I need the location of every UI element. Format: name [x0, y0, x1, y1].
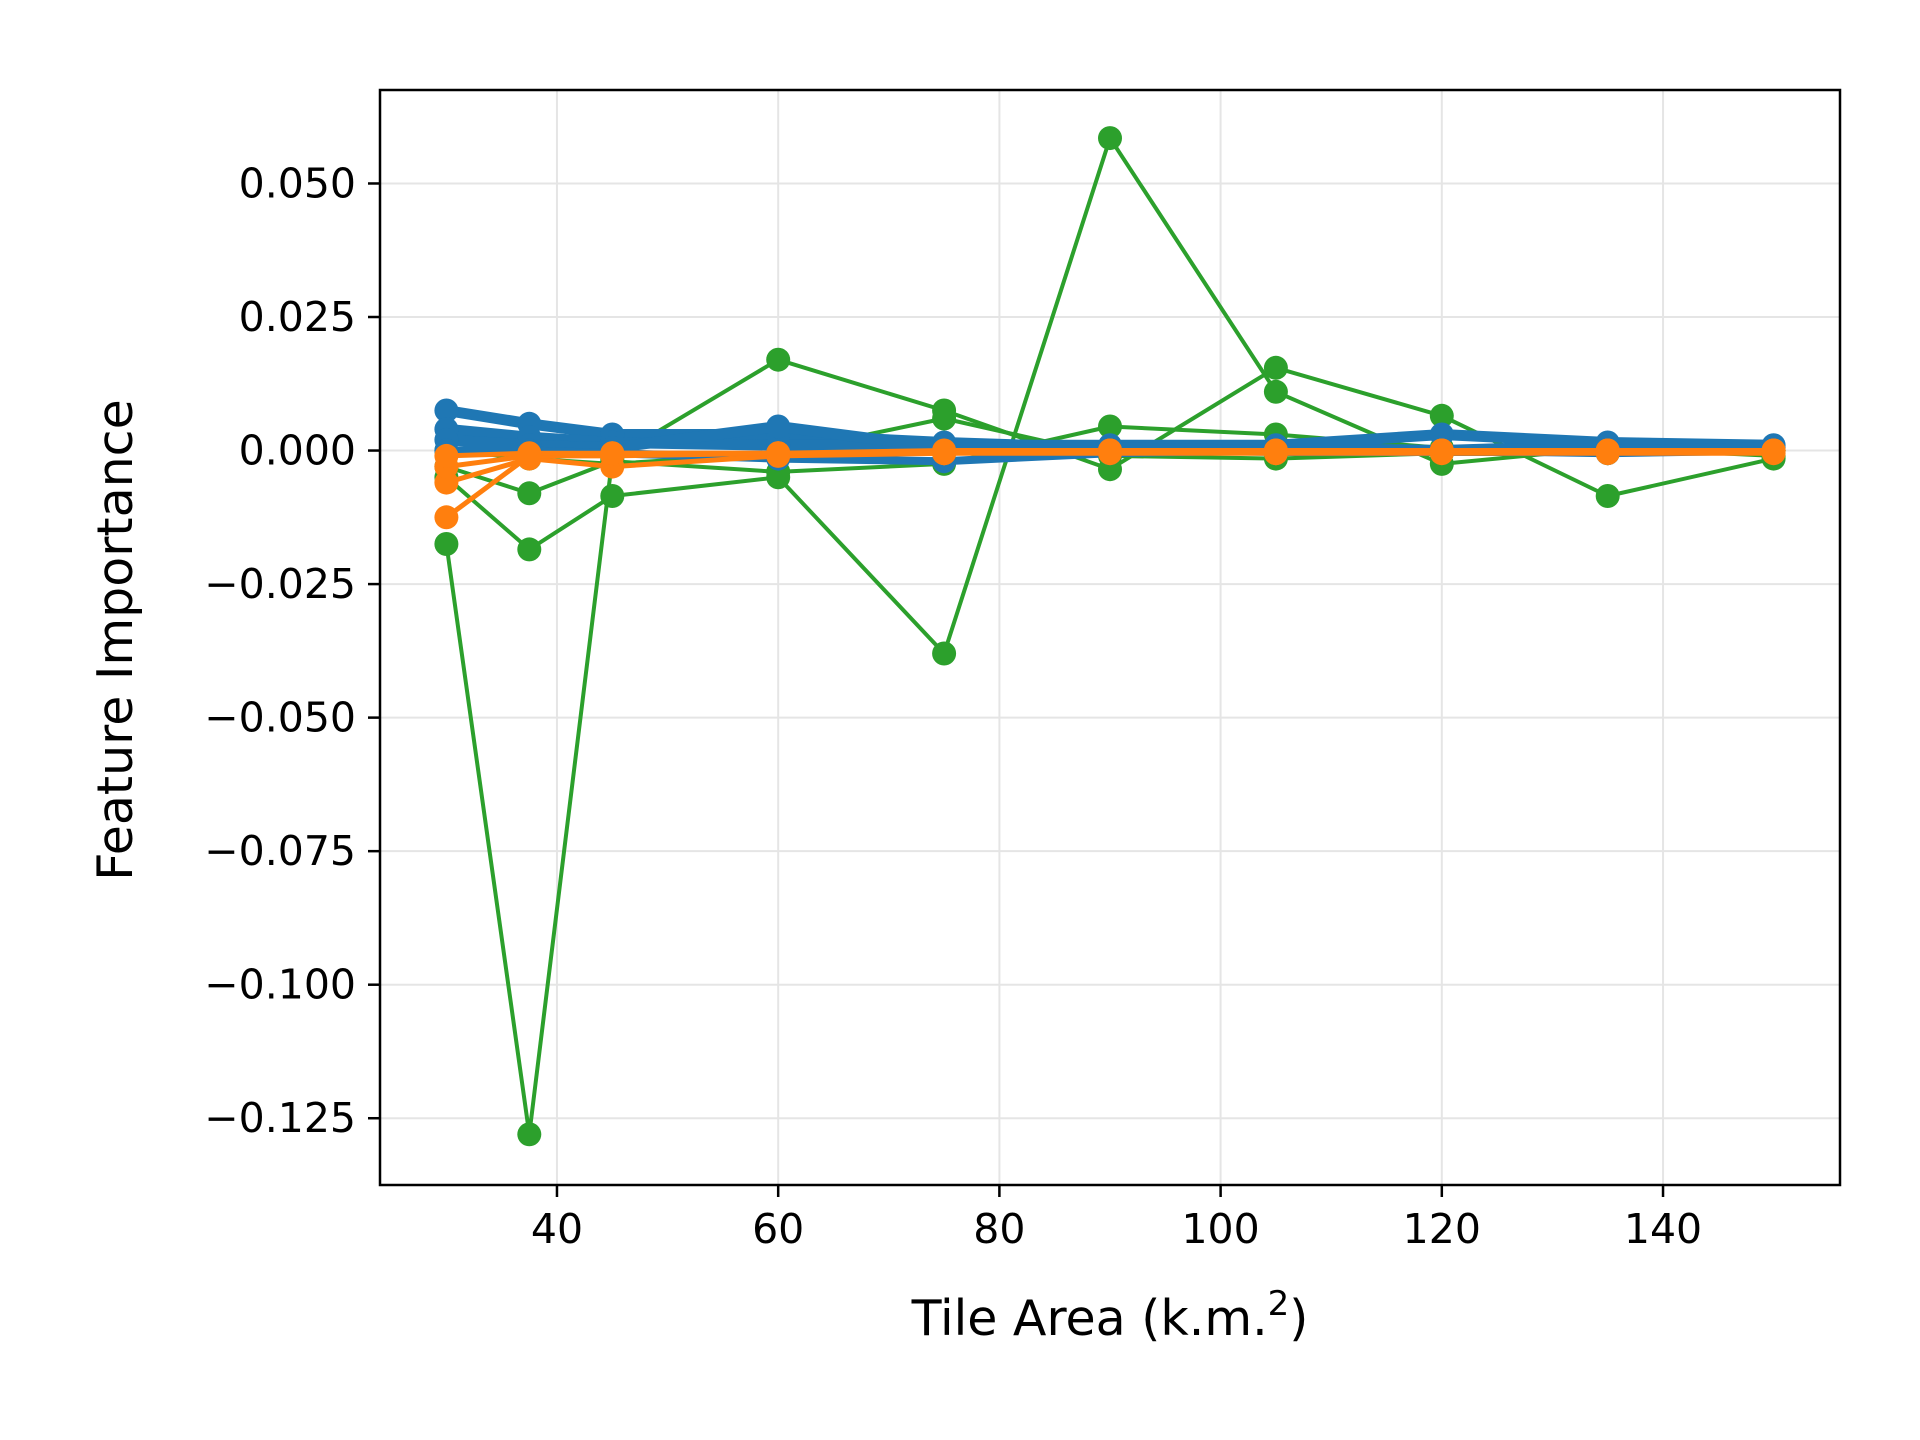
- y-axis-ticks: 0.050 0.025 0.000 −0.025 −0.050 −0.075 −0.100 −…: [204, 159, 380, 1142]
- data-point: [1098, 441, 1122, 466]
- data-point: [517, 441, 542, 466]
- data-point: [1263, 441, 1288, 466]
- data-point: [434, 398, 459, 423]
- data-point: [1595, 441, 1620, 466]
- data-point: [766, 414, 791, 439]
- data-point: [434, 505, 459, 530]
- data-point: [1098, 126, 1122, 151]
- x-axis-label-text: Tile Area (k.m.: [911, 1290, 1268, 1347]
- data-point: [766, 347, 791, 372]
- data-point: [932, 406, 957, 431]
- y-tick-label: 0.000: [239, 427, 356, 475]
- x-axis-label-suffix: ): [1289, 1290, 1308, 1347]
- y-axis-label: Feature Importance: [87, 399, 144, 881]
- data-point: [1595, 484, 1620, 508]
- y-tick-label: −0.125: [204, 1094, 356, 1142]
- data-point: [434, 532, 459, 556]
- data-point: [1263, 355, 1288, 380]
- data-point: [1429, 441, 1454, 466]
- data-point: [517, 481, 542, 506]
- data-point: [434, 443, 459, 468]
- data-point: [600, 441, 625, 466]
- data-point: [1098, 414, 1122, 439]
- data-point: [1263, 379, 1288, 404]
- x-axis-label: Tile Area (k.m.2): [911, 1284, 1309, 1347]
- y-tick-label: 0.050: [239, 159, 356, 207]
- x-tick-label: 140: [1624, 1205, 1702, 1253]
- x-tick-label: 100: [1181, 1205, 1259, 1253]
- x-axis-ticks: 40 60 80 100 120 140: [531, 1185, 1702, 1253]
- x-tick-label: 120: [1403, 1205, 1481, 1253]
- x-tick-label: 60: [752, 1205, 804, 1253]
- data-point: [932, 641, 957, 666]
- x-tick-label: 80: [973, 1205, 1025, 1253]
- y-tick-label: 0.025: [239, 293, 356, 341]
- data-point: [1429, 403, 1454, 428]
- data-point: [1761, 441, 1786, 466]
- data-point: [517, 537, 542, 562]
- data-point: [766, 441, 791, 466]
- series-orange-12: [434, 441, 1786, 468]
- x-tick-label: 40: [531, 1205, 583, 1253]
- plot-area-frame: [378, 88, 1842, 1187]
- series-line: [443, 448, 1777, 470]
- data-point: [600, 484, 625, 508]
- y-tick-label: −0.100: [204, 961, 356, 1009]
- y-tick-label: −0.050: [204, 694, 356, 742]
- series-layer: [434, 126, 1786, 1147]
- x-axis-label-superscript: 2: [1268, 1284, 1290, 1324]
- data-point: [517, 1122, 542, 1147]
- data-point: [932, 441, 957, 466]
- y-tick-label: −0.075: [204, 827, 356, 875]
- series-line: [443, 450, 1777, 459]
- y-tick-label: −0.025: [204, 560, 356, 608]
